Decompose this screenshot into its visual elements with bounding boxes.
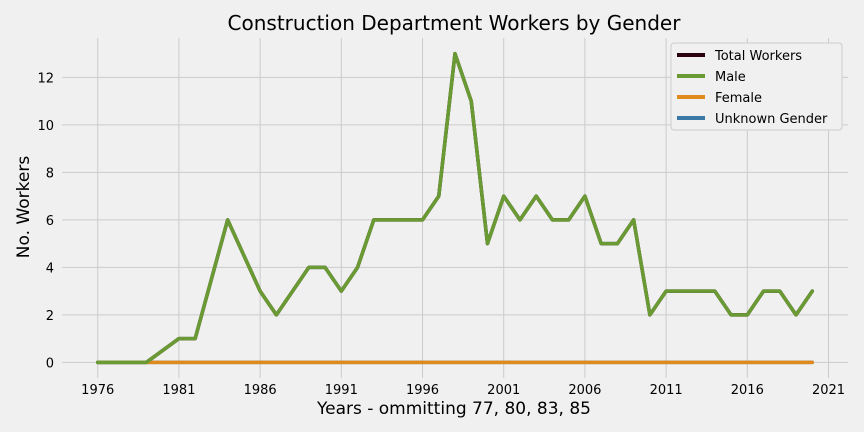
chart-title: Construction Department Workers by Gende… xyxy=(228,11,682,35)
legend-label: Female xyxy=(715,91,762,106)
x-tick-label: 1996 xyxy=(406,383,439,398)
x-tick-label: 1991 xyxy=(325,383,358,398)
x-tick-label: 2021 xyxy=(812,383,845,398)
y-tick-label: 0 xyxy=(46,356,54,371)
legend-label: Total Workers xyxy=(714,49,802,64)
y-tick-label: 4 xyxy=(46,261,54,276)
y-tick-label: 2 xyxy=(46,309,54,324)
x-tick-label: 2011 xyxy=(650,383,683,398)
x-tick-label: 1976 xyxy=(81,383,114,398)
x-tick-label: 1981 xyxy=(162,383,195,398)
y-tick-label: 10 xyxy=(37,119,54,134)
x-tick-label: 2001 xyxy=(487,383,520,398)
legend-label: Male xyxy=(715,70,746,85)
y-axis-label: No. Workers xyxy=(14,156,34,259)
legend-label: Unknown Gender xyxy=(715,112,828,127)
x-axis-label: Years - ommitting 77, 80, 83, 85 xyxy=(316,399,591,419)
legend: Total Workers Male Female Unknown Gender xyxy=(671,43,842,130)
y-tick-label: 8 xyxy=(46,166,54,181)
x-tick-label: 2006 xyxy=(568,383,601,398)
y-tick-label: 12 xyxy=(37,71,54,86)
y-tick-label: 6 xyxy=(46,214,54,229)
x-tick-label: 2016 xyxy=(731,383,764,398)
x-tick-label: 1986 xyxy=(244,383,277,398)
